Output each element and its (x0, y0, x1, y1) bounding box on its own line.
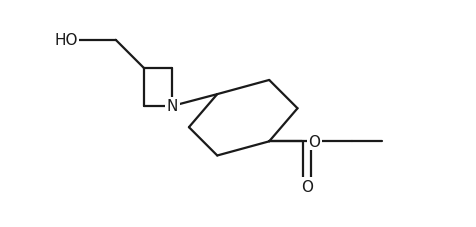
Text: HO: HO (54, 33, 78, 48)
Text: O: O (300, 179, 312, 194)
Text: O: O (307, 134, 319, 149)
Text: N: N (167, 99, 178, 114)
